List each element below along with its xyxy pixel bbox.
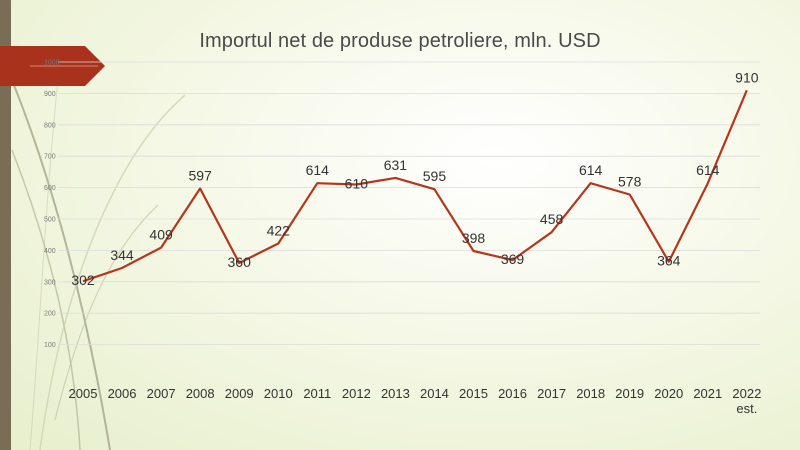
x-tick-label: 2018	[576, 386, 605, 401]
data-label: 614	[696, 162, 720, 178]
x-tick-label: 2014	[420, 386, 449, 401]
x-tick-label: 2010	[264, 386, 293, 401]
data-label: 398	[462, 230, 486, 246]
title-arrow-tab	[0, 46, 105, 86]
x-tick-label: 2020	[654, 386, 683, 401]
data-label: 578	[618, 174, 642, 190]
data-label: 344	[110, 247, 134, 263]
data-label: 610	[345, 175, 369, 191]
y-tick-label: 200	[44, 311, 56, 318]
x-tick-label: 2017	[537, 386, 566, 401]
data-label: 597	[188, 168, 212, 184]
x-tick-label: 2016	[498, 386, 527, 401]
data-label: 910	[735, 69, 759, 85]
x-tick-label: 2013	[381, 386, 410, 401]
x-tick-label: 2008	[186, 386, 215, 401]
left-decorative-bar	[0, 0, 11, 450]
data-label: 409	[149, 227, 173, 243]
x-tick-label: 2015	[459, 386, 488, 401]
data-label: 302	[71, 272, 95, 288]
data-label: 364	[657, 253, 681, 269]
x-tick-label: 2009	[225, 386, 254, 401]
data-label: 614	[306, 162, 330, 178]
x-tick-label: 2022 est.	[732, 386, 761, 416]
chart-title: Importul net de produse petroliere, mln.…	[199, 30, 601, 52]
data-label: 595	[423, 168, 447, 184]
x-tick-label: 2012	[342, 386, 371, 401]
y-tick-label: 100	[44, 342, 56, 349]
y-tick-label: 400	[44, 248, 56, 255]
y-tick-label: 700	[44, 154, 56, 161]
y-tick-label: 900	[44, 91, 56, 98]
data-label: 614	[579, 162, 603, 178]
x-tick-label: 2005	[69, 386, 98, 401]
series-line	[82, 89, 748, 283]
y-tick-label: 600	[44, 185, 56, 192]
y-tick-label: 800	[44, 122, 56, 129]
data-label: 422	[267, 222, 291, 238]
x-tick-label: 2006	[108, 386, 137, 401]
x-tick-label: 2021	[693, 386, 722, 401]
data-label: 369	[501, 251, 525, 267]
x-tick-label: 2019	[615, 386, 644, 401]
x-tick-label: 2007	[147, 386, 176, 401]
y-tick-label: 300	[44, 279, 56, 286]
data-label: 360	[228, 254, 252, 270]
data-label: 458	[540, 211, 564, 227]
data-label: 631	[384, 157, 408, 173]
y-tick-label: 500	[44, 217, 56, 224]
y-tick-label: 1000	[44, 60, 60, 67]
x-tick-label: 2011	[303, 386, 331, 401]
